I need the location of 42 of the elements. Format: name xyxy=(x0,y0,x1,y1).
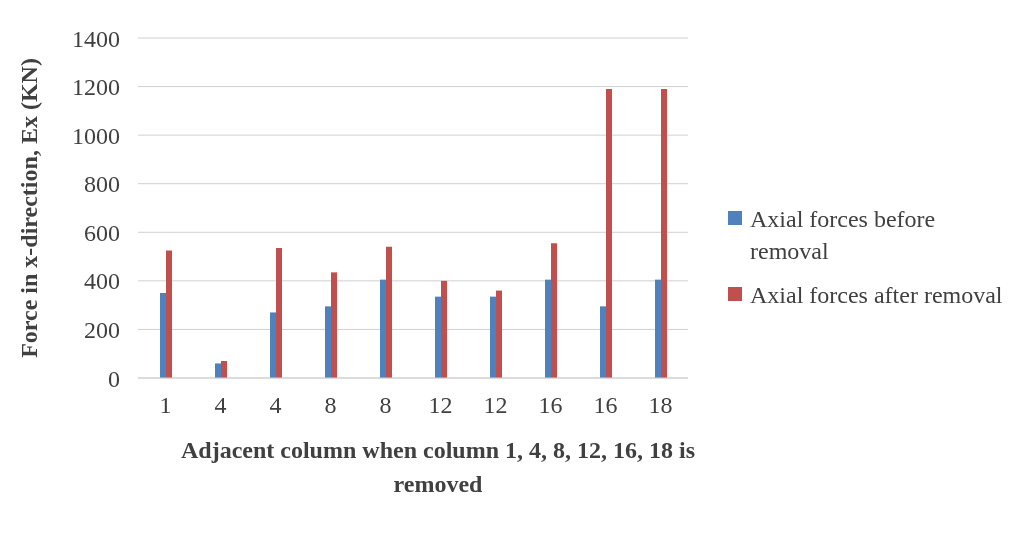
x-tick-label: 16 xyxy=(593,392,618,419)
x-tick-label: 18 xyxy=(648,392,673,419)
y-tick-label: 1200 xyxy=(72,74,120,101)
bar xyxy=(655,279,661,378)
x-tick-label: 12 xyxy=(428,392,453,419)
bar xyxy=(160,293,166,378)
bar xyxy=(276,248,282,378)
y-tick-label: 1400 xyxy=(72,25,120,52)
x-tick-label: 4 xyxy=(269,392,282,419)
y-axis-title: Force in x-direction, Ex (KN) xyxy=(15,58,42,358)
y-tick-label: 0 xyxy=(108,365,120,392)
bar xyxy=(661,89,667,378)
x-axis-title: Adjacent column when column 1, 4, 8, 12, 16, 18 is removed xyxy=(180,436,696,499)
bar xyxy=(215,363,221,378)
bar xyxy=(270,312,276,378)
bar xyxy=(545,279,551,378)
bar xyxy=(606,89,612,378)
y-tick-label: 600 xyxy=(84,219,120,246)
bar xyxy=(490,296,496,378)
bar xyxy=(435,296,441,378)
bar xyxy=(380,279,386,378)
bar xyxy=(221,361,227,378)
bar xyxy=(600,306,606,378)
legend-label: Axial forces after removal xyxy=(750,281,1003,310)
bar xyxy=(386,246,392,378)
y-tick-label: 200 xyxy=(84,316,120,343)
bar xyxy=(166,250,172,378)
bar xyxy=(325,306,331,378)
bar xyxy=(496,290,502,378)
x-tick-label: 8 xyxy=(324,392,337,419)
y-tick-label: 800 xyxy=(84,171,120,198)
x-tick-label: 12 xyxy=(483,392,508,419)
x-tick-label: 4 xyxy=(214,392,227,419)
x-tick-label: 8 xyxy=(379,392,392,419)
bar xyxy=(441,280,447,378)
bar xyxy=(551,243,557,378)
y-tick-label: 400 xyxy=(84,268,120,295)
x-tick-label: 1 xyxy=(159,392,172,419)
y-tick-label: 1000 xyxy=(72,122,120,149)
bar xyxy=(331,272,337,378)
x-tick-label: 16 xyxy=(538,392,563,419)
legend-label: Axial forces before removal xyxy=(750,205,937,266)
